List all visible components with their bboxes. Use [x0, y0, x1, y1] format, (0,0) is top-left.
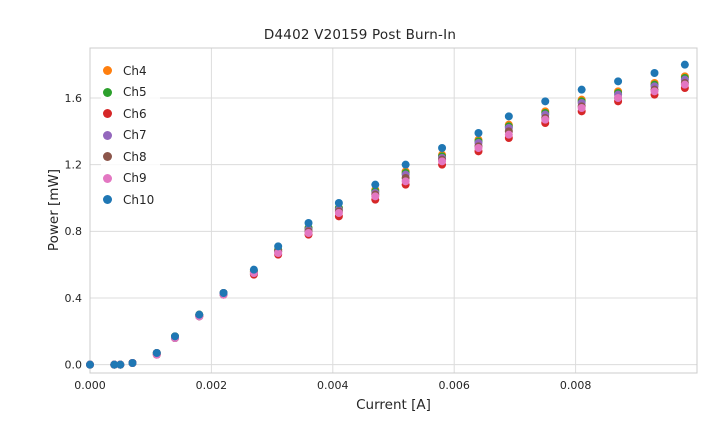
y-tick-label: 0.4: [65, 292, 83, 305]
plot-border: [89, 47, 698, 374]
x-tick-label: 0.004: [317, 379, 349, 392]
data-point-ch10: [152, 349, 161, 357]
legend: Ch4 Ch5 Ch6 Ch7 Ch8 Ch9 Ch10: [101, 58, 161, 213]
data-point-ch10: [401, 160, 410, 169]
data-point-ch10: [219, 289, 228, 297]
data-point-ch9: [334, 209, 343, 217]
data-point-ch10: [195, 310, 204, 319]
data-point-ch9: [274, 249, 283, 257]
data-point-ch10: [249, 265, 258, 274]
data-point-ch10: [371, 180, 380, 189]
data-point-ch10: [504, 112, 513, 121]
legend-label: Ch7: [123, 128, 147, 143]
x-axis-label: Current [A]: [356, 397, 431, 413]
data-point-ch9: [614, 94, 623, 102]
x-tick-label: 0.006: [438, 379, 470, 392]
x-tick-label: 0.000: [74, 379, 106, 392]
data-point-ch10: [650, 69, 659, 77]
legend-marker-icon: [103, 130, 112, 140]
legend-item-ch8: Ch8: [103, 146, 154, 168]
legend-item-ch4: Ch4: [103, 60, 154, 82]
data-point-ch9: [401, 177, 410, 186]
y-tick-label: 1.2: [65, 158, 83, 171]
data-point-ch10: [474, 129, 483, 137]
chart-title: D4402 V20159 Post Burn-In: [263, 27, 457, 43]
x-tick-label: 0.008: [560, 379, 592, 392]
legend-marker-icon: [103, 195, 112, 205]
data-point-ch10: [274, 242, 283, 251]
y-tick-label: 0.8: [65, 225, 83, 238]
data-point-ch9: [474, 144, 483, 152]
legend-label: Ch10: [123, 192, 155, 207]
legend-label: Ch8: [123, 149, 147, 164]
legend-label: Ch4: [123, 63, 147, 78]
legend-marker-icon: [103, 109, 112, 119]
legend-item-ch5: Ch5: [103, 82, 154, 104]
data-point-ch10: [304, 219, 313, 227]
legend-item-ch7: Ch7: [103, 125, 154, 147]
data-point-ch9: [577, 104, 586, 112]
legend-label: Ch6: [123, 106, 147, 121]
y-tick-label: 1.6: [65, 92, 83, 105]
data-point-ch10: [577, 85, 586, 94]
legend-marker-icon: [103, 87, 112, 97]
legend-item-ch6: Ch6: [103, 103, 154, 125]
data-point-ch10: [128, 359, 137, 367]
data-point-ch9: [438, 157, 447, 166]
data-point-ch9: [304, 229, 313, 237]
legend-marker-icon: [103, 173, 112, 183]
legend-marker-icon: [103, 66, 112, 76]
data-point-ch9: [504, 130, 513, 139]
data-point-ch10: [541, 97, 550, 106]
legend-marker-icon: [103, 152, 112, 162]
legend-label: Ch9: [123, 171, 147, 186]
data-point-ch9: [371, 192, 380, 201]
data-point-ch10: [680, 60, 689, 69]
data-point-ch10: [438, 144, 447, 152]
data-point-ch9: [541, 115, 550, 124]
data-point-ch9: [680, 80, 689, 89]
data-point-ch10: [170, 332, 179, 341]
data-point-ch10: [110, 360, 119, 369]
data-point-ch9: [650, 87, 659, 96]
data-point-ch10: [116, 360, 125, 369]
x-tick-label: 0.002: [196, 379, 228, 392]
data-point-ch10: [614, 77, 623, 86]
legend-label: Ch5: [123, 85, 147, 100]
legend-item-ch9: Ch9: [103, 168, 154, 190]
legend-item-ch10: Ch10: [103, 189, 154, 211]
data-point-ch10: [86, 360, 94, 369]
y-tick-label: 0.0: [65, 358, 83, 371]
data-point-ch10: [334, 199, 343, 207]
